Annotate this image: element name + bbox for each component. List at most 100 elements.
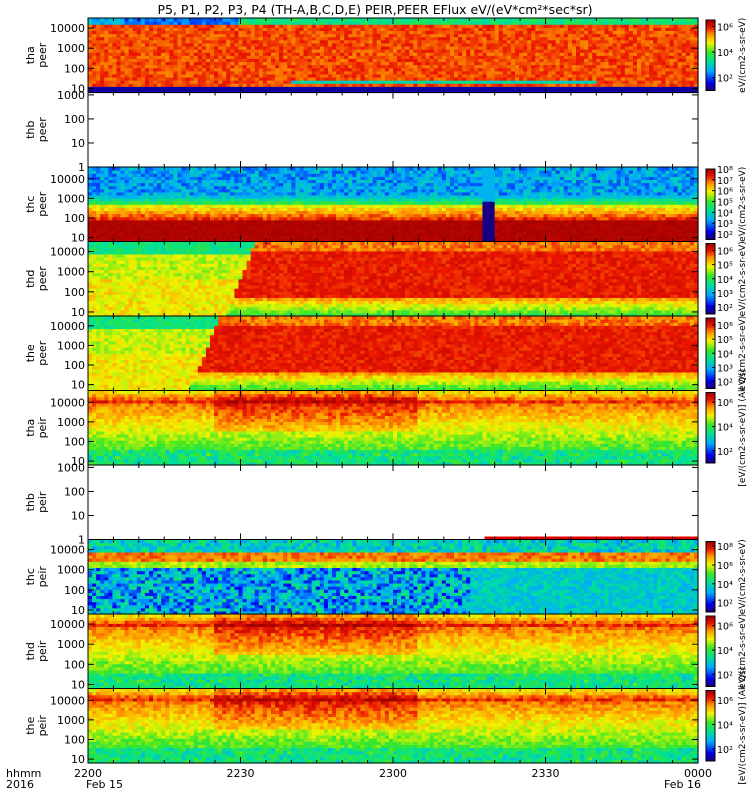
panel-tha-peer-cell (283, 18, 288, 22)
panel-tha-peer-cell (665, 18, 670, 22)
panel-tha-peer-cell (401, 18, 406, 22)
panel-tha-peer-cell (100, 18, 105, 22)
panel-tha-peer-cell (446, 18, 451, 22)
panel-thc-peer-cell (243, 167, 248, 171)
panel-tha-peer-cell (653, 18, 658, 22)
panel-tha-peer-cell (556, 18, 561, 22)
panel-tha-peer-cell (421, 18, 426, 22)
panel-tha-peer-cell (92, 18, 97, 22)
panel-tha-peer-cell (523, 18, 528, 22)
panel-tha-peer-cell (458, 18, 463, 22)
panel-tha-peer-cell (548, 18, 553, 22)
panel-thc-peer-cell (247, 167, 252, 171)
panel-tha-peer-cell (173, 18, 178, 22)
panel-tha-peer-cell (356, 18, 361, 22)
panel-tha-peer-cell (381, 18, 386, 22)
panel-tha-peer-cell (360, 18, 365, 22)
panel-thc-peer-cell (279, 167, 284, 171)
panel-tha-peer-cell (674, 18, 679, 22)
panel-tha-peer-cell (291, 18, 296, 22)
panel-tha-peer-cell (365, 18, 370, 22)
panel-tha-peer-cell (259, 18, 264, 22)
panel-tha-peer-cell (165, 18, 170, 22)
panel-thc-peer-cell (267, 167, 272, 171)
panel-tha-peer-cell (495, 18, 500, 22)
panel-thc-peer-cell (263, 167, 268, 171)
panel-tha-peer-cell (198, 18, 203, 22)
panel-tha-peer-cell (609, 18, 614, 22)
panel-tha-peer-cell (153, 18, 158, 22)
panel-thc-peer-cell (173, 167, 178, 171)
panel-tha-peer-cell (527, 18, 532, 22)
panel-tha-peer-cell (157, 18, 162, 22)
panel-thc-peer-cell (271, 167, 276, 171)
panel-tha-peer-cell (466, 18, 471, 22)
panel-tha-peer-cell (600, 18, 605, 22)
panel-tha-peer-cell (344, 18, 349, 22)
panel-thc-peer-cell (275, 167, 280, 171)
panel-tha-peer-cell (564, 18, 569, 22)
panel-tha-peer-cell (218, 18, 223, 22)
panel-thc-peer-cell (255, 167, 260, 171)
panel-tha-peer-cell (255, 18, 260, 22)
panel-tha-peer-cell (686, 18, 691, 22)
panel-tha-peer-cell (202, 18, 207, 22)
panel-tha-peer-cell (206, 18, 211, 22)
panel-tha-peer-cell (226, 18, 231, 22)
panel-tha-peer-cell (670, 18, 675, 22)
panel-tha-peer-cell (308, 18, 313, 22)
panel-tha-peer-cell (462, 18, 467, 22)
panel-tha-peer-cell (625, 18, 630, 22)
panel-tha-peer-cell (629, 18, 634, 22)
panel-tha-peer-cell (190, 18, 195, 22)
panel-tha-peer-cell (145, 18, 150, 22)
panel-tha-peer-cell (588, 18, 593, 22)
panel-thc-peer-cell (133, 167, 138, 171)
panel-tha-peer-cell (576, 18, 581, 22)
panel-tha-peer-cell (182, 18, 187, 22)
panel-tha-peer-cell (332, 18, 337, 22)
panel-thc-peer-cell (125, 167, 130, 171)
panel-tha-peer-colorbar-tick-label: 10⁴ (717, 48, 733, 59)
panel-thb-peer-ytick-label: 100 (64, 113, 85, 126)
panel-tha-peer-cell (426, 18, 431, 22)
panel-tha-peer-cell (121, 18, 126, 22)
panel-thc-peer-cell (141, 167, 146, 171)
panel-tha-peer-cell (279, 18, 284, 22)
panel-thc-peer-cell (202, 167, 207, 171)
panel-tha-peer-cell (552, 18, 557, 22)
panel-thc-peer-cell (92, 167, 97, 171)
panel-tha-peer-cell (613, 18, 618, 22)
panel-thc-peer-cell (206, 167, 211, 171)
panel-tha-peer-cell (177, 18, 182, 22)
panel-tha-peer-cell (336, 18, 341, 22)
panel-tha-peer-cell (661, 18, 666, 22)
panel-tha-peer-ytick-label: 100 (64, 62, 85, 75)
panel-tha-peer-cell (539, 18, 544, 22)
panel-thc-peer-cell (149, 167, 154, 171)
panel-tha-peer-cell (470, 18, 475, 22)
panel-thc-peer-cell (218, 167, 223, 171)
panel-tha-peer-cell (304, 18, 309, 22)
panel-tha-peer-cell (690, 18, 695, 22)
panel-tha-peer-cell (348, 18, 353, 22)
panel-tha-peer-cell (393, 18, 398, 22)
panel-thc-peer-cell (177, 167, 182, 171)
panel-thc-peer-cell (226, 167, 231, 171)
panel-thc-peer-cell (161, 167, 166, 171)
panel-thc-peer-cell (291, 167, 296, 171)
panel-tha-peer-cell (377, 18, 382, 22)
panel-tha-peer-ylabel-species: peer (36, 42, 49, 68)
panel-thc-peer-cell (108, 167, 113, 171)
panel-thc-peer-cell (182, 167, 187, 171)
panel-tha-peer-cell (295, 18, 300, 22)
panel-thc-peer-cell (165, 167, 170, 171)
panel-tha-peer-cell (405, 18, 410, 22)
panel-tha-peer-colorbar-label: eV/(cm2-s-sr-eV) (738, 18, 748, 93)
panel-tha-peer-cell (129, 18, 134, 22)
panel-tha-peer-ytick-label: 1000 (57, 42, 85, 55)
panel-tha-peer-cell (161, 18, 166, 22)
panel-tha-peer-cell (312, 18, 317, 22)
panel-thc-peer-cell (96, 167, 101, 171)
panel-tha-peer-cell (511, 18, 516, 22)
